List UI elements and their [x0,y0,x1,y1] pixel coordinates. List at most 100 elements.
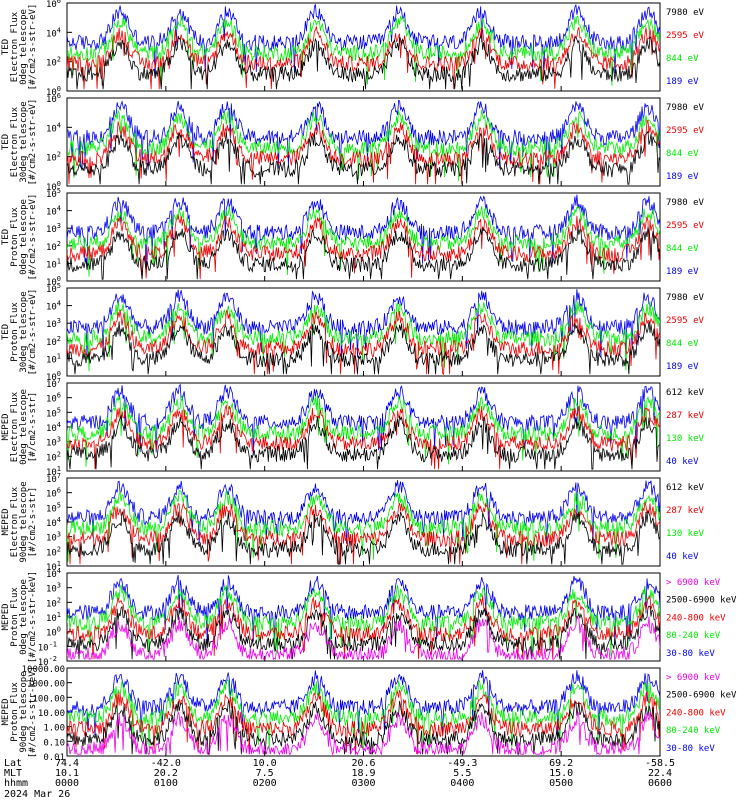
x-tick-label: 0400 [450,778,474,789]
x-row-label: Lat [4,758,22,769]
panel-8: 0.01 0.10 1.00 10.00 100.00 1000.00 10000.00 ME… [1,665,737,763]
series-line-black [67,605,660,660]
legend-entry: 844 eV [666,149,699,159]
x-tick-label: 74.4 [55,758,79,769]
y-tick-label: 103 [46,531,61,544]
series-line-green [67,394,660,467]
y-axis-label-line: TED [1,39,11,55]
series-line-red [67,309,660,375]
y-tick-label: 101 [46,611,61,624]
y-axis-label-line: 0deg telescope [19,9,29,85]
panel-frame [66,97,661,187]
y-tick-label: 101 [46,352,61,365]
y-axis-label-line: TED [1,229,11,245]
series-line-blue [67,289,660,362]
x-tick-label: 0000 [55,778,79,789]
series-line-red [67,594,660,660]
legend-entry: > 6900 keV [666,673,721,683]
y-tick-label: 0.10 [43,738,65,748]
y-axis-label-line: Electron Flux [10,106,20,177]
x-tick-label: 20.6 [351,758,375,769]
legend-entry: 2500-6900 keV [666,596,737,606]
y-tick-label: 100 [46,626,61,639]
x-tick-label: 22.4 [648,768,672,779]
y-axis-label-line: 90deg telescope [19,671,29,752]
y-tick-label: 102 [46,56,61,69]
legend-entry: 189 eV [666,267,699,277]
y-tick-label: 105 [46,501,61,514]
legend-entry: 240-800 keV [666,708,726,718]
legend-entry: 189 eV [666,77,699,87]
y-tick-label: 102 [46,545,61,558]
y-axis-label-line: 90deg telescope [19,481,29,562]
y-tick-label: 103 [46,222,61,235]
y-axis-label-line: Proton Flux [10,587,20,647]
series-line-red [67,689,660,755]
legend-entry: 30-80 keV [666,649,715,659]
y-tick-label: 102 [46,240,61,253]
y-tick-label: 104 [46,516,61,529]
y-axis-label-line: [#/cm2-s-str-eV] [28,194,38,281]
y-tick-label: 10000.00 [22,665,65,675]
series-line-blue [67,383,660,456]
y-tick-label: 1000.00 [27,680,65,690]
y-tick-label: 100.00 [32,694,65,704]
x-tick-label: 20.2 [154,768,178,779]
y-axis-label-line: Electron Flux [10,391,20,462]
series-line-green [67,300,660,372]
x-tick-label: 18.9 [351,768,375,779]
y-tick-label: 103 [46,436,61,449]
legend-entry: > 6900 keV [666,578,721,588]
x-tick-label: 10.0 [253,758,277,769]
x-tick-label: 0200 [253,778,277,789]
y-axis-label-line: Proton Flux [10,682,20,742]
y-tick-label: 102 [46,450,61,463]
x-tick-label: 0600 [648,778,672,789]
y-axis-label-line: 0deg telescope [19,579,29,655]
series-line-magenta [67,710,660,756]
y-tick-label: 104 [46,26,61,39]
legend-entry: 80-240 keV [666,726,721,736]
series-line-blue [67,194,660,267]
series-line-black [67,414,660,470]
y-axis-label-line: MEPED [1,413,11,440]
y-tick-label: 0.01 [43,753,65,763]
x-tick-label: -49.3 [447,758,477,769]
x-tick-label: 5.5 [453,768,471,779]
series-line-green [67,15,660,86]
y-axis-label-line: [#/cm2-s-str-keV] [28,571,38,663]
y-tick-label: 1.00 [43,724,65,734]
legend-entry: 189 eV [666,362,699,372]
series-line-blue [67,99,660,171]
legend-entry: 80-240 keV [666,631,721,641]
legend-entry: 844 eV [666,339,699,349]
y-axis-label-line: 30deg telescope [19,291,29,372]
series-line-magenta [67,615,660,661]
legend-entry: 30-80 keV [666,744,715,754]
y-axis-label-line: MEPED [1,698,11,725]
y-tick-label: 106 [46,392,61,405]
x-tick-label: 69.2 [549,758,573,769]
legend-entry: 612 keV [666,483,705,493]
y-axis-label-line: Proton Flux [10,302,20,362]
y-axis-label-line: Electron Flux [10,11,20,82]
legend-entry: 7980 eV [666,198,705,208]
y-tick-label: 106 [46,487,61,500]
legend-entry: 2595 eV [666,221,705,231]
x-tick-label: 0500 [549,778,573,789]
x-tick-label: -58.5 [645,758,675,769]
legend-entry: 7980 eV [666,103,705,113]
y-tick-label: 102 [46,335,61,348]
y-axis-label-line: TED [1,134,11,150]
series-line-black [67,699,660,755]
legend-entry: 2595 eV [666,31,705,41]
x-tick-label: 7.5 [256,768,274,779]
y-tick-label: 104 [46,300,61,313]
y-tick-label: 103 [46,317,61,330]
series-line-blue [67,670,660,740]
legend-entry: 40 keV [666,552,699,562]
